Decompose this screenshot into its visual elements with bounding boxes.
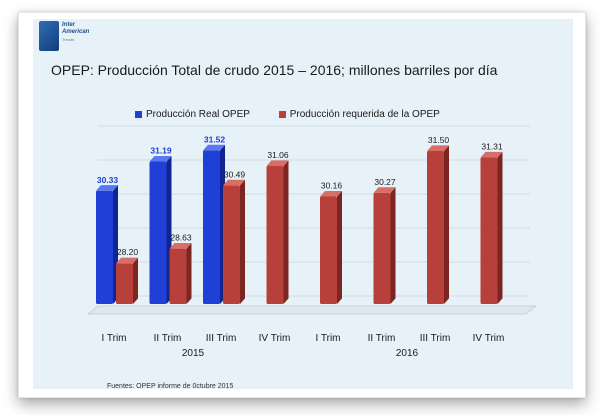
bar-required-side — [390, 187, 396, 304]
bar-required-label: 28.20 — [117, 247, 139, 257]
bar-required-top — [169, 242, 192, 249]
bar-required-top — [223, 179, 245, 186]
x-tick-label: III Trim — [206, 333, 237, 344]
bar-required-top — [427, 145, 449, 151]
logo-text-line3: Trends — [62, 37, 75, 42]
logo-text-line2: American — [62, 29, 90, 35]
bar-required-label: 30.27 — [374, 177, 396, 187]
x-tick-label: IV Trim — [473, 333, 505, 344]
x-tick-label: I Trim — [102, 333, 127, 344]
x-tick-label: I Trim — [316, 333, 341, 344]
logo-mark-icon — [39, 21, 59, 51]
legend-label-real: Producción Real OPEP — [146, 109, 250, 120]
bar-real-label: 31.19 — [150, 146, 172, 156]
bar-required-label: 31.31 — [481, 141, 503, 151]
x-tick-label: III Trim — [420, 333, 451, 344]
bar-required-top — [320, 190, 342, 197]
bar-required-top — [266, 160, 289, 166]
x-tick-label: IV Trim — [259, 333, 291, 344]
chart-floor — [86, 305, 538, 315]
bar-required-top — [116, 257, 138, 264]
bar-required-label: 30.16 — [321, 181, 343, 191]
bar-required — [116, 263, 133, 304]
bar-required — [169, 248, 187, 304]
bar-required — [373, 192, 391, 304]
legend-item-real: Producción Real OPEP — [135, 109, 250, 120]
bar-required — [480, 157, 498, 304]
legend-swatch-real — [135, 111, 142, 118]
chart-title: OPEP: Producción Total de crudo 2015 – 2… — [51, 62, 498, 78]
company-logo: Inter American Trends — [39, 21, 99, 55]
bar-required-label: 31.50 — [428, 135, 450, 145]
bar-required — [320, 196, 337, 304]
bar-real — [149, 161, 167, 304]
bar-required-side — [133, 257, 138, 304]
bar-required-side — [337, 190, 342, 304]
bar-required — [266, 165, 284, 304]
bar-required-label: 28.63 — [170, 233, 192, 243]
bar-real-top — [149, 155, 172, 162]
x-group-label: 2016 — [396, 348, 419, 359]
bar-real-top — [96, 185, 118, 191]
bar-required-side — [240, 179, 245, 304]
legend-swatch-required — [278, 111, 286, 118]
bar-required-top — [480, 151, 503, 158]
legend-item-required: Producción requerida de la OPEP — [278, 109, 440, 120]
source-note: Fuentes: OPEP informe de 0ctubre 2015 — [107, 383, 234, 390]
bar-real-label: 30.33 — [97, 175, 119, 185]
bar-required-top — [373, 187, 396, 193]
x-group-label: 2015 — [182, 348, 205, 359]
bar-required-label: 31.06 — [267, 150, 289, 160]
bar-required-side — [497, 151, 503, 304]
bar-required-label: 30.49 — [224, 169, 246, 179]
bar-real-label: 31.52 — [204, 134, 226, 144]
bar-real-top — [203, 144, 225, 151]
slide: Inter American Trends OPEP: Producción T… — [33, 19, 573, 390]
x-tick-label: II Trim — [368, 333, 396, 344]
bar-real — [203, 150, 220, 304]
bar-real — [96, 190, 113, 304]
bar-required-side — [444, 145, 449, 304]
bar-required-side — [283, 160, 289, 304]
x-tick-label: II Trim — [154, 333, 182, 344]
chart-legend: Producción Real OPEP Producción requerid… — [135, 109, 466, 121]
bar-required-side — [186, 242, 192, 304]
bar-required — [427, 151, 444, 304]
bar-required — [223, 185, 240, 304]
logo-text-line1: Inter — [62, 22, 76, 28]
legend-label-required: Producción requerida de la OPEP — [289, 109, 440, 120]
